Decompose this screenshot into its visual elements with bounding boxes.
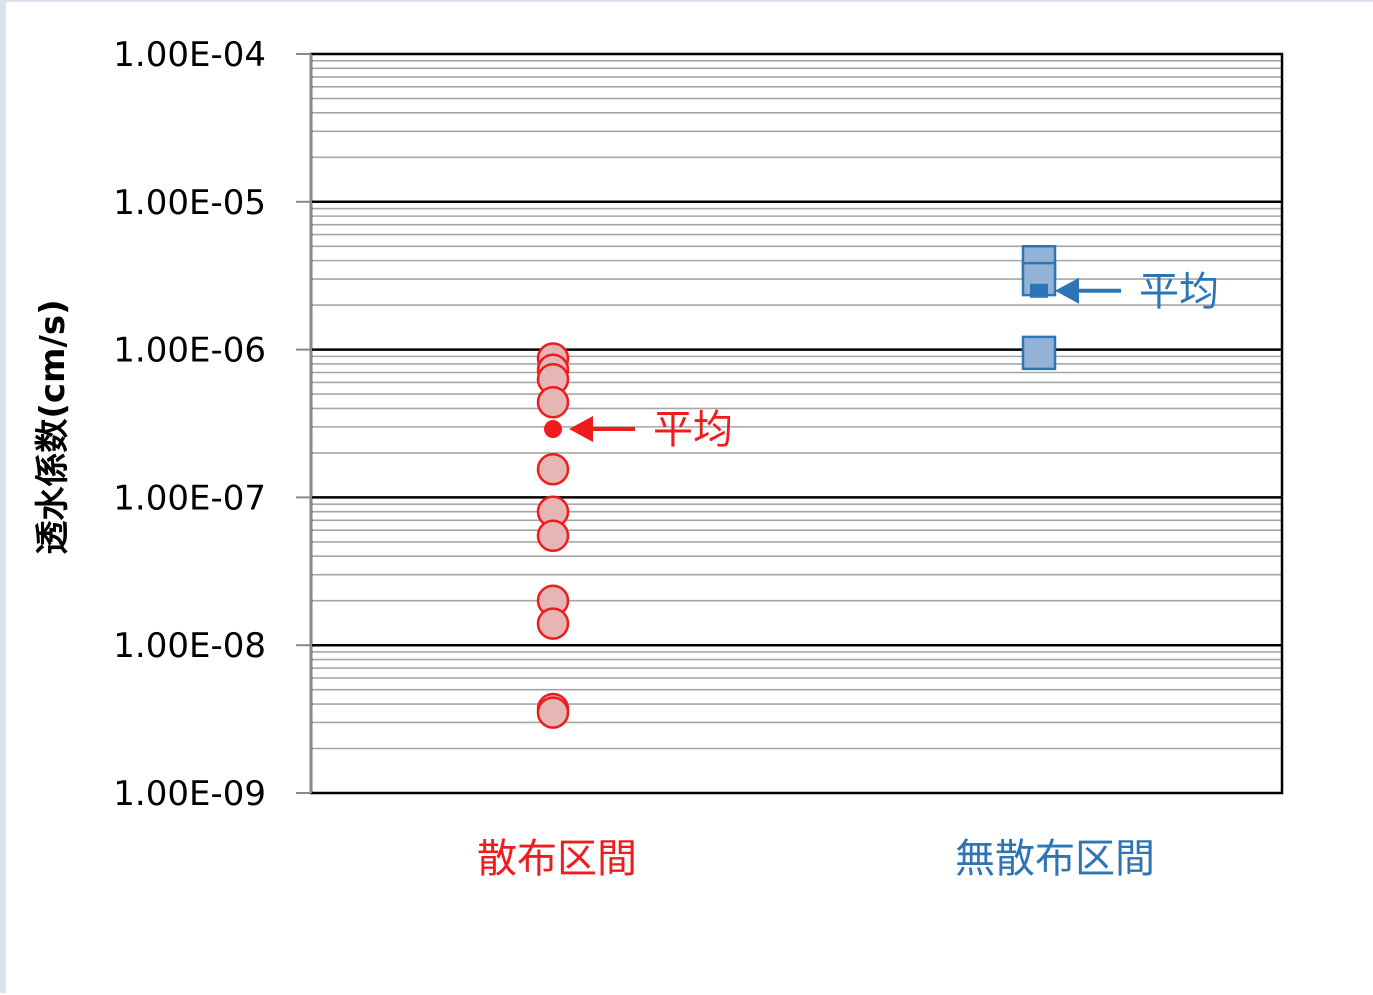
permeability-chart: 1.00E-04 1.00E-05 1.00E-06 1.00E-07 1.00E-08… bbox=[33, 35, 1284, 882]
data-point bbox=[536, 607, 570, 640]
x-axis: 散布区間 無散布区間 bbox=[477, 836, 1155, 882]
average-arrow-head bbox=[569, 416, 593, 443]
data-point bbox=[536, 696, 570, 729]
average-arrow-head bbox=[1055, 277, 1079, 304]
minor-gridlines bbox=[311, 59, 1282, 750]
data-point bbox=[536, 519, 570, 553]
average-label: 平均 bbox=[653, 407, 733, 453]
y-tick-label: 1.00E-08 bbox=[113, 626, 266, 666]
y-tick-label: 1.00E-09 bbox=[113, 774, 266, 814]
average-label: 平均 bbox=[1139, 269, 1219, 315]
data-point bbox=[536, 386, 570, 419]
plot-area-border bbox=[309, 52, 1284, 795]
y-axis: 1.00E-04 1.00E-05 1.00E-06 1.00E-07 1.00E-08… bbox=[113, 35, 312, 814]
category-label: 散布区間 bbox=[477, 836, 637, 882]
y-tick-label: 1.00E-05 bbox=[113, 183, 266, 223]
category-label: 無散布区間 bbox=[955, 836, 1155, 882]
y-tick-label: 1.00E-06 bbox=[113, 331, 266, 371]
average-marker bbox=[1030, 283, 1048, 298]
data-point bbox=[536, 453, 570, 486]
y-tick-label: 1.00E-07 bbox=[113, 478, 266, 518]
y-tick-label: 1.00E-04 bbox=[113, 35, 266, 75]
major-gridlines bbox=[311, 200, 1282, 647]
data-points bbox=[536, 244, 1057, 729]
average-marker bbox=[544, 420, 562, 439]
y-axis-title: 透水係数(cm/s) bbox=[33, 299, 73, 554]
data-point bbox=[1021, 335, 1057, 371]
